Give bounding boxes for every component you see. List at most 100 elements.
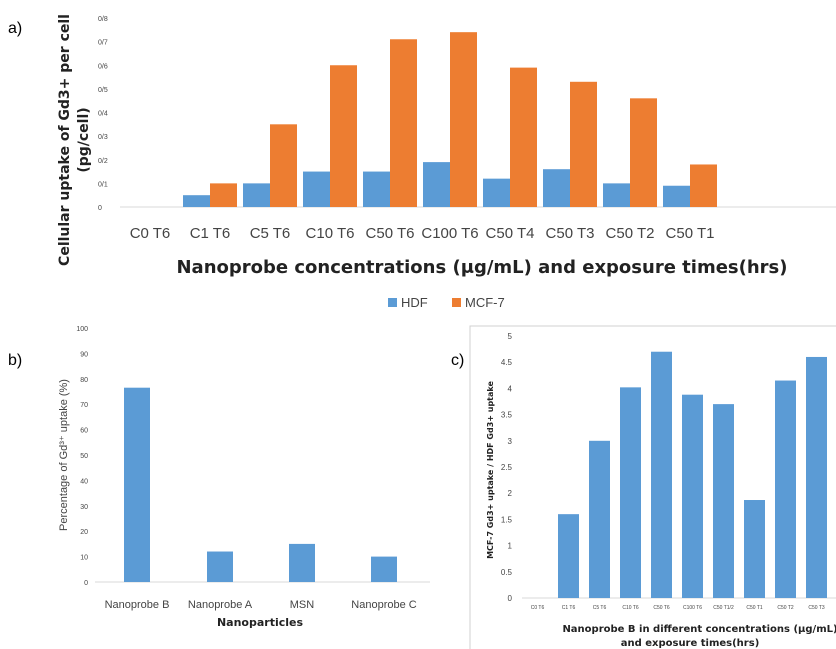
- x-tick-label: C50 T2: [606, 225, 655, 242]
- y-tick-label: 0: [508, 594, 513, 603]
- bar-mcf-7: [450, 32, 477, 207]
- x-tick-label: C100 T6: [683, 605, 702, 611]
- x-tick-label: C50 T1/2: [713, 605, 734, 611]
- x-tick-label: C50 T1: [746, 605, 763, 611]
- y-tick-label: 0/8: [98, 16, 108, 23]
- x-tick-label: C5 T6: [250, 225, 291, 242]
- bar: [806, 356, 827, 598]
- x-tick-label: C50 T1: [666, 225, 715, 242]
- bar: [289, 543, 315, 582]
- y-tick-label: 3: [508, 437, 513, 446]
- y-tick-label: 20: [80, 529, 88, 536]
- y-tick-label: 1: [508, 542, 513, 551]
- bar-hdf: [243, 183, 270, 207]
- x-tick-label: C0 T6: [531, 605, 545, 611]
- x-tick-label: C0 T6: [130, 225, 171, 242]
- bar-hdf: [183, 195, 210, 207]
- bar-hdf: [663, 185, 690, 207]
- bar: [620, 387, 641, 598]
- x-tick-label: C10 T6: [306, 225, 355, 242]
- x-tick-label: Nanoprobe C: [351, 599, 416, 611]
- y-tick-label: 5: [508, 332, 513, 341]
- y-tick-label: 0/1: [98, 181, 108, 188]
- bar-hdf: [603, 183, 630, 207]
- panel-label-c: c): [451, 352, 465, 369]
- bar-hdf: [363, 171, 390, 207]
- bar-hdf: [423, 162, 450, 207]
- x-axis-title: Nanoprobe concentrations (μg/mL) and exp…: [176, 257, 787, 278]
- bar-hdf: [483, 178, 510, 207]
- x-axis-title: Nanoparticles: [217, 616, 304, 629]
- y-axis-title: Percentage of Gd³⁺ uptake (%): [58, 379, 70, 531]
- bar: [744, 500, 765, 598]
- bar: [713, 404, 734, 598]
- bar-mcf-7: [570, 81, 597, 207]
- bar-mcf-7: [690, 164, 717, 207]
- x-tick-label: C50 T2: [777, 605, 794, 611]
- bar: [558, 514, 579, 598]
- y-tick-label: 1.5: [501, 515, 513, 524]
- y-axis-title: MCF-7 Gd3+ uptake / HDF Gd3+ uptake: [486, 381, 495, 559]
- bar-hdf: [303, 171, 330, 207]
- y-tick-label: 100: [76, 326, 88, 333]
- bar-mcf-7: [510, 67, 537, 207]
- x-axis-title-line1: Nanoprobe B in different concentrations …: [562, 624, 836, 635]
- x-tick-label: MSN: [290, 599, 315, 611]
- x-tick-label: C50 T3: [808, 605, 825, 611]
- x-tick-label: C50 T3: [546, 225, 595, 242]
- y-tick-label: 2.5: [501, 463, 513, 472]
- panel-label-a: a): [8, 20, 23, 37]
- bar: [775, 380, 796, 598]
- legend-label-mcf-7: MCF-7: [465, 295, 505, 310]
- chart-frame: [469, 325, 836, 649]
- y-tick-label: 80: [80, 377, 88, 384]
- y-tick-label: 0.5: [501, 568, 513, 577]
- y-tick-label: 90: [80, 351, 88, 358]
- y-tick-label: 40: [80, 478, 88, 485]
- bar-mcf-7: [390, 39, 417, 208]
- y-tick-label: 30: [80, 504, 88, 511]
- y-tick-label: 50: [80, 453, 88, 460]
- bar: [651, 351, 672, 598]
- bar: [207, 551, 233, 582]
- legend-swatch-hdf: [388, 298, 397, 307]
- bar-mcf-7: [330, 65, 357, 207]
- x-tick-label: C1 T6: [190, 225, 231, 242]
- bar: [682, 394, 703, 598]
- y-tick-label: 0: [84, 580, 88, 587]
- x-tick-label: C50 T6: [366, 225, 415, 242]
- bar: [124, 387, 150, 582]
- bar-mcf-7: [630, 98, 657, 207]
- y-axis-title-line1: Cellular uptake of Gd3+ per cell: [57, 14, 73, 266]
- x-tick-label: C100 T6: [421, 225, 478, 242]
- x-tick-label: C5 T6: [593, 605, 607, 611]
- y-tick-label: 3.5: [501, 411, 513, 420]
- y-tick-label: 0/6: [98, 63, 108, 70]
- bar: [371, 556, 397, 582]
- y-tick-label: 4.5: [501, 358, 513, 367]
- x-tick-label: Nanoprobe A: [188, 599, 253, 611]
- y-tick-label: 0: [98, 205, 102, 212]
- y-tick-label: 0/2: [98, 158, 108, 165]
- legend-label-hdf: HDF: [401, 295, 428, 310]
- legend-swatch-mcf-7: [452, 298, 461, 307]
- panel-label-b: b): [8, 352, 23, 369]
- x-tick-label: C10 T6: [622, 605, 639, 611]
- bar-mcf-7: [210, 183, 237, 207]
- y-axis-title-line2: (pg/cell): [76, 107, 92, 172]
- x-tick-label: C50 T6: [653, 605, 670, 611]
- x-tick-label: C1 T6: [562, 605, 576, 611]
- y-tick-label: 0/5: [98, 87, 108, 94]
- y-tick-label: 2: [508, 489, 513, 498]
- y-tick-label: 70: [80, 402, 88, 409]
- y-tick-label: 0/4: [98, 111, 108, 118]
- bar: [589, 440, 610, 598]
- bar-hdf: [543, 169, 570, 207]
- y-tick-label: 4: [508, 384, 513, 393]
- y-tick-label: 10: [80, 555, 88, 562]
- x-tick-label: C50 T4: [486, 225, 535, 242]
- y-tick-label: 0/3: [98, 134, 108, 141]
